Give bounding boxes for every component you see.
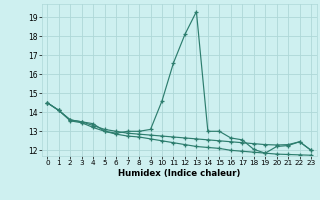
X-axis label: Humidex (Indice chaleur): Humidex (Indice chaleur) xyxy=(118,169,240,178)
